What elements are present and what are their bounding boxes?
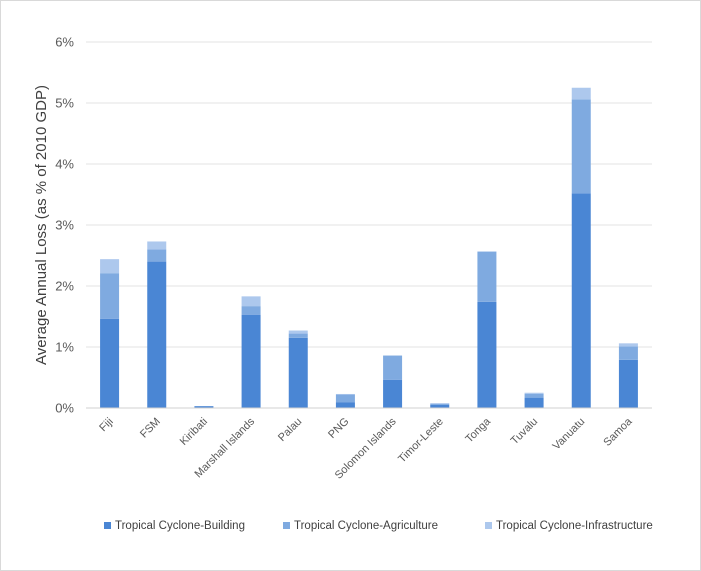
y-axis-ticks: 0% 1% 2% 3% 4% 5% 6% [55, 35, 74, 416]
bar-segment-agriculture [477, 251, 497, 302]
legend-label: Tropical Cyclone-Infrastructure [496, 520, 653, 532]
x-tick-label: Fiji [97, 416, 115, 434]
bar-segment-building [430, 404, 450, 408]
x-tick-label: Tuvalu [509, 416, 541, 448]
bar-segment-agriculture [571, 99, 591, 194]
bar-segment-infrastructure [477, 251, 497, 252]
bar-segment-infrastructure [618, 343, 638, 347]
x-tick-label: FSM [138, 416, 163, 441]
gridlines [86, 41, 652, 348]
bar-segment-agriculture [430, 403, 450, 405]
bar-segment-building [288, 337, 308, 408]
y-tick-label: 2% [55, 279, 74, 294]
bar-segment-building [100, 318, 120, 408]
bar-segment-building [571, 193, 591, 408]
x-tick-label: Tonga [463, 415, 493, 445]
x-tick-label: Palau [276, 416, 304, 444]
x-tick-label: Timor-Leste [396, 416, 446, 466]
x-tick-label: Kiribati [178, 416, 210, 448]
legend-label: Tropical Cyclone-Building [115, 520, 245, 532]
legend-swatch [485, 522, 492, 529]
bar-segment-building [335, 402, 355, 408]
bar-segment-agriculture [524, 393, 544, 398]
bar-segment-building [618, 359, 638, 408]
y-tick-label: 3% [55, 218, 74, 233]
bar-segment-building [477, 301, 497, 408]
bar-segment-infrastructure [524, 392, 544, 394]
bar-segment-building [524, 397, 544, 408]
bar-segment-agriculture [241, 306, 261, 315]
legend: Tropical Cyclone-Building Tropical Cyclon… [104, 520, 653, 532]
bar-segment-infrastructure [147, 241, 167, 250]
y-axis-label: Average Annual Loss (as % of 2010 GDP) [33, 85, 50, 365]
bar-segment-infrastructure [288, 330, 308, 334]
x-tick-label: Vanuatu [550, 416, 587, 453]
bar-segment-building [194, 406, 214, 408]
legend-swatch [283, 522, 290, 529]
bar-segment-agriculture [618, 346, 638, 360]
bar-segment-building [147, 261, 167, 408]
y-tick-label: 6% [55, 35, 74, 50]
bar-segment-agriculture [100, 273, 120, 319]
legend-swatch [104, 522, 111, 529]
x-tick-label: PNG [326, 416, 351, 441]
bar-segment-infrastructure [430, 403, 450, 404]
bar-segment-infrastructure [571, 87, 591, 100]
bar-segment-agriculture [335, 394, 355, 403]
bar-segment-building [241, 314, 261, 408]
bar-segment-agriculture [383, 355, 403, 380]
bar-segment-infrastructure [335, 393, 355, 395]
y-tick-label: 1% [55, 340, 74, 355]
x-tick-label: Samoa [601, 415, 635, 449]
bars [100, 87, 638, 408]
y-tick-label: 5% [55, 96, 74, 111]
bar-segment-infrastructure [241, 296, 261, 307]
bar-segment-agriculture [288, 333, 308, 338]
legend-label: Tropical Cyclone-Agriculture [294, 520, 438, 532]
bar-segment-agriculture [147, 249, 167, 262]
bar-segment-building [383, 379, 403, 408]
y-tick-label: 4% [55, 157, 74, 172]
y-tick-label: 0% [55, 401, 74, 416]
bar-segment-infrastructure [100, 259, 120, 274]
